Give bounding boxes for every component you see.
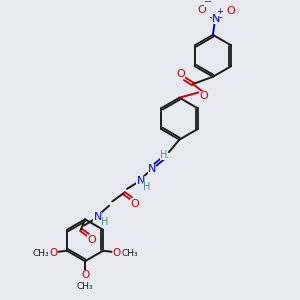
Text: O: O	[226, 6, 235, 16]
Text: O: O	[176, 69, 185, 79]
Text: O: O	[49, 248, 57, 258]
Text: −: −	[204, 0, 212, 7]
Text: N: N	[136, 176, 145, 185]
Text: O: O	[199, 91, 208, 100]
Text: CH₃: CH₃	[121, 249, 138, 258]
Text: O: O	[130, 199, 139, 208]
Text: N: N	[148, 164, 156, 174]
Text: O: O	[113, 248, 121, 258]
Text: O: O	[87, 235, 96, 245]
Text: O: O	[81, 270, 89, 280]
Text: H: H	[101, 218, 109, 227]
Text: H: H	[160, 150, 167, 160]
Text: O: O	[197, 4, 206, 15]
Text: CH₃: CH₃	[77, 282, 93, 291]
Text: N: N	[212, 14, 220, 24]
Text: H: H	[143, 182, 151, 192]
Text: N: N	[93, 212, 102, 222]
Text: CH₃: CH₃	[32, 249, 49, 258]
Text: +: +	[216, 7, 223, 16]
